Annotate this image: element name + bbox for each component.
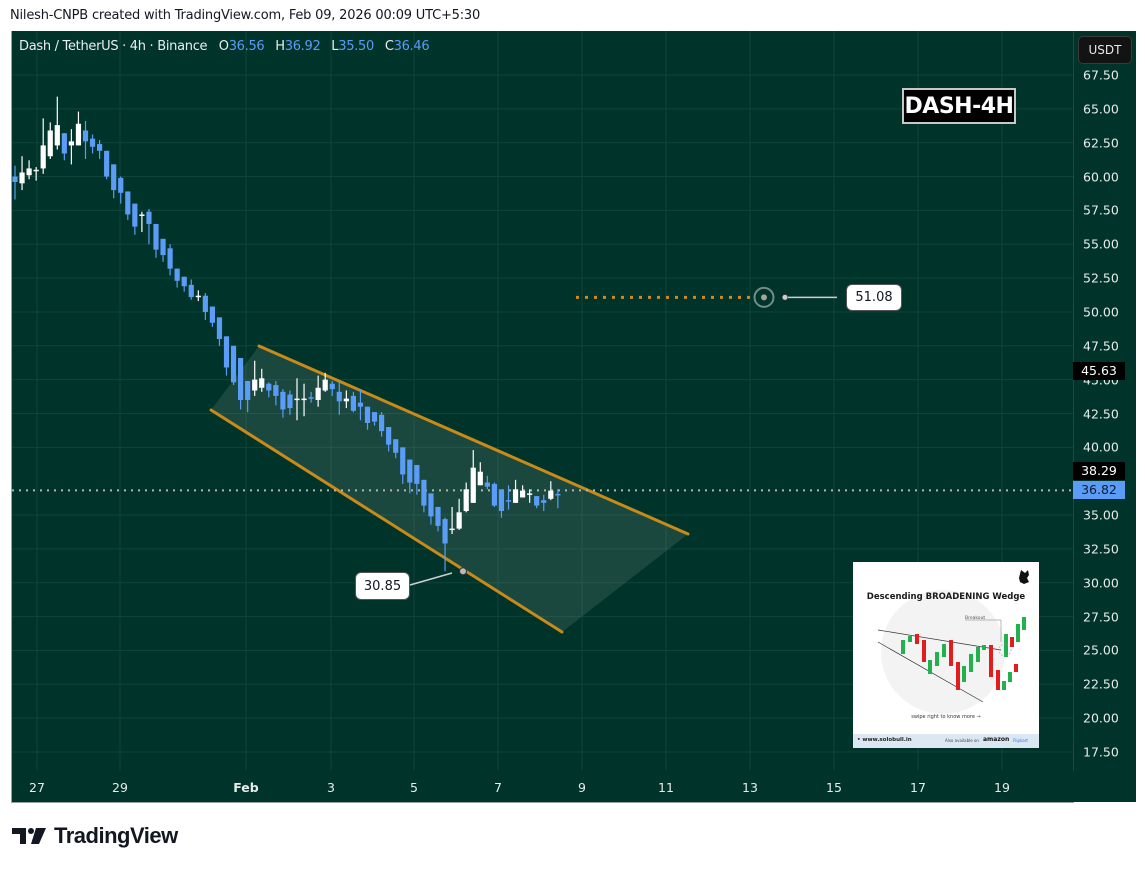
- price-tick-label: 20.00: [1083, 710, 1119, 726]
- price-badge: 45.63: [1073, 362, 1125, 381]
- tradingview-logo-icon: [12, 828, 46, 844]
- info-card-illustration: Breakout: [877, 570, 1029, 714]
- tradingview-wordmark: TradingView: [54, 823, 178, 848]
- low-price-callout[interactable]: 30.85: [355, 572, 410, 600]
- high-value: 36.92: [284, 39, 321, 54]
- price-tick-label: 57.50: [1083, 202, 1119, 218]
- wedge-upper-line: [257, 344, 690, 536]
- time-tick-label: 3: [327, 780, 335, 795]
- time-tick-label: 5: [410, 780, 418, 795]
- price-badge: 38.29: [1073, 461, 1125, 480]
- svg-text:Breakout: Breakout: [965, 615, 985, 621]
- info-card-available: Also available on: [945, 738, 979, 743]
- symbol-legend: Dash / TetherUS · 4h · Binance O36.56 H3…: [19, 39, 436, 54]
- price-tick-label: 42.50: [1083, 406, 1119, 421]
- price-axis[interactable]: [1073, 31, 1136, 802]
- price-tick-label: 40.00: [1083, 439, 1119, 455]
- price-badge: 36.82: [1073, 481, 1125, 500]
- price-tick-label: 25.00: [1083, 642, 1119, 658]
- price-tick-label: 47.50: [1083, 338, 1119, 354]
- price-tick-label: 32.50: [1083, 541, 1119, 557]
- price-tick-label: 27.50: [1083, 609, 1119, 625]
- time-axis[interactable]: [11, 771, 1074, 803]
- time-tick-label: 19: [994, 780, 1010, 795]
- time-tick-label: 29: [112, 780, 128, 795]
- time-tick-label: 7: [494, 780, 502, 795]
- wedge-lower-line: [209, 408, 564, 634]
- bull-logo-icon: [1019, 570, 1029, 584]
- low-value: 35.50: [338, 39, 374, 54]
- low-label: L: [331, 39, 339, 54]
- info-card-site: • www.solobull.in: [857, 737, 912, 743]
- close-label: C: [384, 39, 394, 54]
- price-tick-label: 62.50: [1083, 135, 1119, 151]
- price-tick-label: 22.50: [1083, 676, 1119, 692]
- price-tick-label: 50.00: [1083, 304, 1119, 320]
- price-tick-label: 60.00: [1083, 169, 1119, 185]
- info-card-swipe-text: swipe right to know more →: [911, 714, 981, 720]
- time-tick-label: 13: [742, 780, 758, 795]
- price-tick-label: 30.00: [1083, 575, 1119, 591]
- currency-button[interactable]: USDT: [1078, 36, 1132, 64]
- time-tick-label: 15: [826, 780, 842, 795]
- time-tick-label: 27: [29, 780, 45, 795]
- time-tick-label: Feb: [233, 780, 259, 795]
- tradingview-logo[interactable]: TradingView: [12, 823, 178, 849]
- price-tick-label: 17.50: [1083, 744, 1119, 760]
- high-label: H: [275, 39, 285, 54]
- price-tick-label: 35.00: [1083, 507, 1119, 523]
- price-tick-label: 55.00: [1083, 236, 1119, 252]
- chart-title-label: DASH-4H: [902, 88, 1016, 124]
- target-price-callout[interactable]: 51.08: [846, 284, 902, 311]
- close-value: 36.46: [393, 39, 430, 54]
- info-card-image: Breakout Descending BROADENING Wedge swi…: [853, 562, 1039, 748]
- price-tick-label: 52.50: [1083, 270, 1119, 286]
- attribution-text: Nilesh-CNPB created with TradingView.com…: [10, 8, 481, 23]
- time-tick-label: 17: [910, 780, 926, 795]
- price-tick-label: 65.00: [1083, 101, 1119, 117]
- open-value: 36.56: [228, 39, 265, 54]
- info-card-title: Descending BROADENING Wedge: [866, 592, 1026, 602]
- price-tick-label: 67.50: [1083, 67, 1119, 83]
- symbol-name[interactable]: Dash / TetherUS · 4h · Binance: [19, 39, 208, 54]
- flipkart-logo-icon: Flipkart: [1013, 738, 1028, 743]
- amazon-logo-icon: amazon: [983, 736, 1010, 743]
- time-tick-label: 11: [658, 780, 674, 795]
- time-tick-label: 9: [578, 780, 586, 795]
- open-label: O: [218, 39, 229, 54]
- info-card-footer: • www.solobull.in Also available on amaz…: [853, 734, 1039, 748]
